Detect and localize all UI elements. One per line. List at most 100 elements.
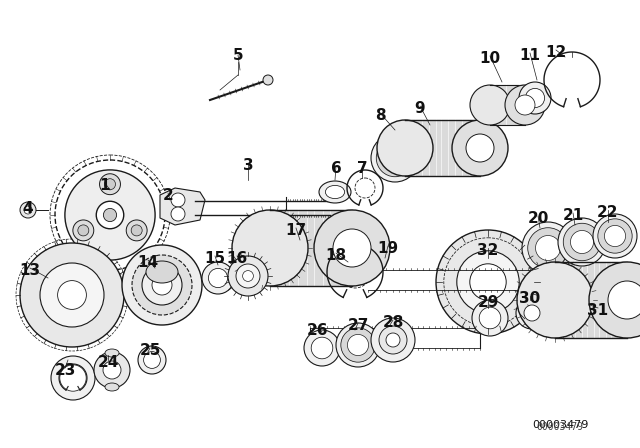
Circle shape (236, 264, 260, 288)
Text: 28: 28 (382, 314, 404, 329)
Ellipse shape (371, 134, 419, 182)
Ellipse shape (515, 95, 535, 115)
Polygon shape (555, 262, 627, 338)
Text: 11: 11 (520, 47, 541, 63)
Text: 3: 3 (243, 158, 253, 172)
Circle shape (516, 297, 548, 329)
Polygon shape (160, 188, 205, 225)
Ellipse shape (341, 328, 375, 362)
Ellipse shape (143, 352, 161, 368)
Text: 5: 5 (233, 47, 243, 63)
Ellipse shape (505, 85, 545, 125)
Ellipse shape (589, 262, 640, 338)
Ellipse shape (105, 383, 119, 391)
Text: 22: 22 (597, 204, 619, 220)
Circle shape (20, 243, 124, 347)
Ellipse shape (138, 346, 166, 374)
Text: 4: 4 (22, 201, 33, 215)
Ellipse shape (60, 365, 86, 391)
Text: 18: 18 (325, 247, 347, 263)
Ellipse shape (608, 281, 640, 319)
Text: 6: 6 (331, 160, 341, 176)
Ellipse shape (563, 223, 601, 261)
Circle shape (104, 179, 115, 190)
Circle shape (371, 318, 415, 362)
Text: 29: 29 (477, 294, 499, 310)
Text: 17: 17 (285, 223, 307, 237)
Text: 8: 8 (374, 108, 385, 122)
Circle shape (243, 271, 253, 281)
Circle shape (103, 361, 121, 379)
Ellipse shape (570, 230, 593, 254)
Circle shape (126, 220, 147, 241)
Circle shape (386, 333, 400, 347)
Text: 26: 26 (307, 323, 329, 337)
Text: 25: 25 (140, 343, 161, 358)
Text: 16: 16 (227, 250, 248, 266)
Text: 32: 32 (477, 242, 499, 258)
Text: 14: 14 (138, 254, 159, 270)
Circle shape (58, 280, 86, 310)
Ellipse shape (519, 82, 551, 114)
Text: 13: 13 (19, 263, 40, 277)
Ellipse shape (325, 185, 344, 198)
Text: 15: 15 (204, 250, 225, 266)
Ellipse shape (470, 264, 506, 300)
Ellipse shape (105, 349, 119, 357)
Ellipse shape (319, 181, 351, 203)
Ellipse shape (333, 229, 371, 267)
Text: 12: 12 (545, 44, 566, 60)
Circle shape (152, 275, 172, 295)
Ellipse shape (304, 330, 340, 366)
Circle shape (228, 256, 268, 296)
Text: 23: 23 (54, 362, 76, 378)
Ellipse shape (377, 120, 433, 176)
Text: 1: 1 (100, 177, 110, 193)
Ellipse shape (457, 251, 519, 313)
Ellipse shape (517, 262, 593, 338)
Circle shape (104, 208, 116, 222)
Ellipse shape (528, 228, 568, 268)
Ellipse shape (470, 85, 510, 125)
Ellipse shape (558, 218, 606, 266)
Ellipse shape (536, 236, 561, 260)
Ellipse shape (311, 337, 333, 359)
Ellipse shape (51, 356, 95, 400)
Text: 21: 21 (563, 207, 584, 223)
Text: 7: 7 (356, 160, 367, 176)
Ellipse shape (383, 146, 406, 169)
Ellipse shape (525, 88, 545, 108)
Text: 24: 24 (97, 354, 118, 370)
Circle shape (524, 305, 540, 321)
Ellipse shape (522, 222, 574, 274)
Circle shape (65, 170, 155, 260)
Ellipse shape (604, 225, 625, 246)
Polygon shape (270, 210, 352, 286)
Circle shape (73, 220, 94, 241)
Text: 27: 27 (348, 318, 369, 332)
Text: 00003479: 00003479 (536, 422, 584, 432)
Circle shape (379, 326, 407, 354)
Circle shape (142, 265, 182, 305)
Ellipse shape (202, 262, 234, 294)
Ellipse shape (466, 134, 494, 162)
Ellipse shape (314, 210, 390, 286)
Circle shape (171, 193, 185, 207)
Circle shape (24, 206, 32, 214)
Ellipse shape (472, 300, 508, 336)
Ellipse shape (593, 214, 637, 258)
Circle shape (94, 352, 130, 388)
Polygon shape (405, 120, 480, 176)
Ellipse shape (209, 268, 228, 288)
Circle shape (122, 245, 202, 325)
Circle shape (263, 75, 273, 85)
Ellipse shape (146, 261, 178, 283)
Text: 2: 2 (163, 188, 173, 202)
Text: 30: 30 (520, 290, 541, 306)
Polygon shape (490, 85, 525, 125)
Circle shape (131, 225, 142, 236)
Text: 00003479: 00003479 (532, 420, 588, 430)
Text: 19: 19 (378, 241, 399, 255)
Text: 10: 10 (479, 51, 500, 65)
Ellipse shape (336, 323, 380, 367)
